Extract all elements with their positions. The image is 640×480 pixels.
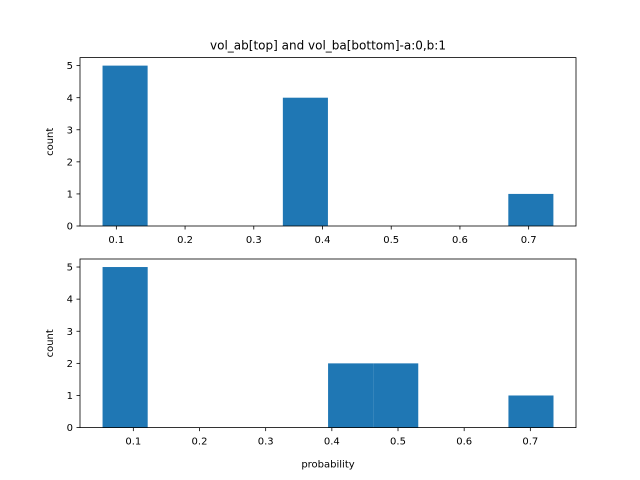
top-y-tick-label-3: 3 bbox=[67, 125, 73, 136]
bottom-x-tick-label-1: 0.2 bbox=[192, 437, 208, 448]
bottom-y-tick-label-4: 4 bbox=[67, 295, 73, 306]
bottom-histogram-bar-6 bbox=[373, 363, 419, 428]
top-y-tick-label-4: 4 bbox=[67, 93, 73, 104]
bottom-x-tick-label-3: 0.4 bbox=[324, 437, 340, 448]
top-chart-title: vol_ab[top] and vol_ba[bottom]-a:0,b:1 bbox=[210, 39, 446, 53]
bottom-y-tick-label-1: 1 bbox=[67, 391, 73, 402]
bottom-x-tick-label-6: 0.7 bbox=[522, 437, 538, 448]
top-x-tick-label-0: 0.1 bbox=[108, 235, 124, 246]
top-y-tick-label-2: 2 bbox=[67, 157, 73, 168]
bottom-x-tick-label-5: 0.6 bbox=[456, 437, 472, 448]
top-y-tick-label-1: 1 bbox=[67, 190, 73, 201]
top-y-tick-label-5: 5 bbox=[67, 61, 73, 72]
top-histogram-bar-0 bbox=[102, 65, 148, 227]
bottom-histogram-bar-0 bbox=[102, 267, 148, 428]
bottom-y-axis-label: count bbox=[45, 329, 56, 357]
top-x-tick-label-3: 0.4 bbox=[315, 235, 331, 246]
bottom-x-tick-label-0: 0.1 bbox=[125, 437, 141, 448]
bottom-y-tick-label-3: 3 bbox=[67, 327, 73, 338]
bottom-y-tick-label-5: 5 bbox=[67, 263, 73, 274]
top-x-tick-label-6: 0.7 bbox=[521, 235, 537, 246]
top-histogram-bar-9 bbox=[508, 193, 554, 226]
top-x-tick-label-1: 0.2 bbox=[177, 235, 193, 246]
top-x-tick-label-5: 0.6 bbox=[452, 235, 468, 246]
bottom-x-tick-label-2: 0.3 bbox=[258, 437, 274, 448]
top-y-tick-label-0: 0 bbox=[67, 222, 73, 233]
bottom-x-tick-label-4: 0.5 bbox=[390, 437, 406, 448]
bottom-axes-frame bbox=[79, 258, 577, 429]
bottom-histogram-bar-9 bbox=[508, 395, 554, 428]
top-y-axis-label: count bbox=[45, 128, 56, 156]
top-x-tick-label-2: 0.3 bbox=[246, 235, 262, 246]
bottom-y-tick-label-2: 2 bbox=[67, 359, 73, 370]
bottom-y-tick-label-0: 0 bbox=[67, 423, 73, 434]
bottom-x-axis-label: probability bbox=[301, 460, 354, 471]
top-axes-frame bbox=[79, 57, 577, 227]
top-histogram-bar-4 bbox=[282, 97, 328, 226]
top-x-tick-label-4: 0.5 bbox=[383, 235, 399, 246]
bottom-histogram-bar-5 bbox=[328, 363, 374, 428]
